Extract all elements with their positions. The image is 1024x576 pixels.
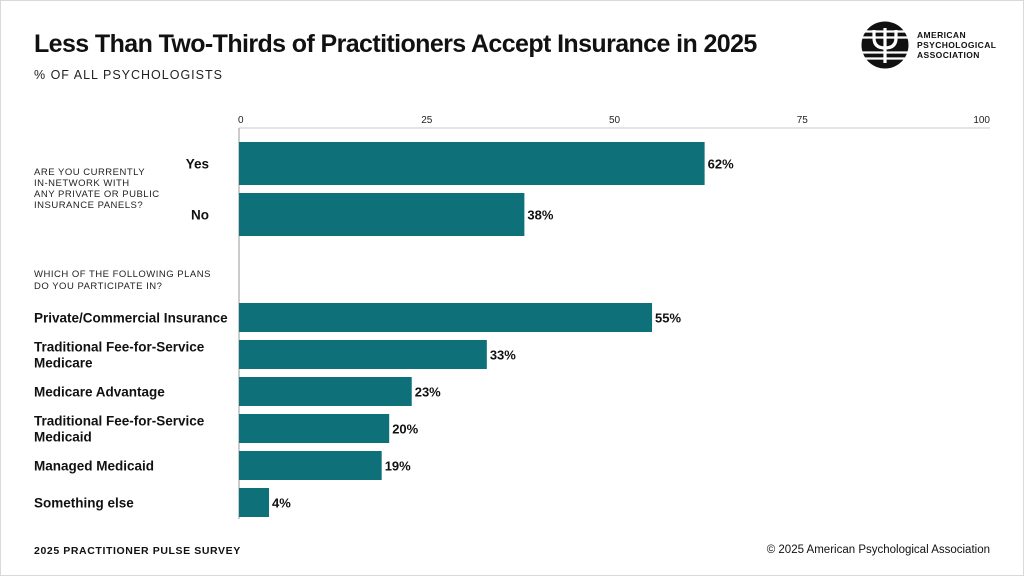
category-label: Medicare bbox=[34, 356, 93, 371]
question-label: INSURANCE PANELS? bbox=[34, 200, 143, 211]
question-label: WHICH OF THE FOLLOWING PLANS bbox=[34, 269, 211, 280]
bar bbox=[239, 377, 412, 406]
question-label: ANY PRIVATE OR PUBLIC bbox=[34, 189, 160, 200]
x-tick-label: 75 bbox=[797, 115, 809, 126]
bar bbox=[239, 142, 705, 185]
question-label: DO YOU PARTICIPATE IN? bbox=[34, 281, 162, 292]
logo-wordmark: AMERICAN PSYCHOLOGICAL ASSOCIATION bbox=[917, 30, 996, 60]
bar-value-label: 33% bbox=[490, 348, 516, 363]
bar bbox=[239, 451, 382, 480]
category-label: Traditional Fee-for-Service bbox=[34, 414, 205, 429]
x-tick-label: 25 bbox=[421, 115, 433, 126]
bar-value-label: 20% bbox=[392, 422, 418, 437]
x-tick-label: 0 bbox=[238, 115, 244, 126]
bar-value-label: 19% bbox=[385, 459, 411, 474]
bar bbox=[239, 193, 525, 236]
bar bbox=[239, 488, 270, 517]
question-label: IN-NETWORK WITH bbox=[34, 178, 130, 189]
copyright-notice: © 2025 American Psychological Associatio… bbox=[766, 544, 990, 556]
apa-logo: AMERICAN PSYCHOLOGICAL ASSOCIATION bbox=[861, 21, 996, 69]
logo-line: AMERICAN bbox=[917, 30, 967, 40]
logo-line: ASSOCIATION bbox=[917, 50, 980, 60]
bar-value-label: 38% bbox=[527, 208, 553, 223]
category-label: Traditional Fee-for-Service bbox=[34, 340, 205, 355]
bar bbox=[239, 303, 653, 332]
category-label: Medicare Advantage bbox=[34, 385, 165, 400]
bar bbox=[239, 414, 390, 443]
bar-value-label: 55% bbox=[655, 311, 681, 326]
bar bbox=[239, 340, 487, 369]
category-label: Yes bbox=[186, 157, 209, 172]
x-tick-label: 100 bbox=[973, 115, 990, 126]
bar-value-label: 23% bbox=[415, 385, 441, 400]
question-label: ARE YOU CURRENTLY bbox=[34, 167, 145, 178]
chart-subtitle: % OF ALL PSYCHOLOGISTS bbox=[34, 68, 223, 82]
bar-value-label: 62% bbox=[708, 157, 734, 172]
x-tick-label: 50 bbox=[609, 115, 621, 126]
bar-value-label: 4% bbox=[272, 496, 291, 511]
category-label: Private/Commercial Insurance bbox=[34, 311, 228, 326]
category-label: Managed Medicaid bbox=[34, 459, 154, 474]
logo-line: PSYCHOLOGICAL bbox=[917, 40, 997, 50]
category-label: Medicaid bbox=[34, 430, 92, 445]
chart-title: Less Than Two-Thirds of Practitioners Ac… bbox=[34, 30, 757, 58]
psi-logo-icon bbox=[861, 21, 909, 69]
category-label: No bbox=[191, 208, 209, 223]
survey-name: 2025 PRACTITIONER PULSE SURVEY bbox=[34, 545, 241, 557]
category-label: Something else bbox=[34, 496, 134, 511]
